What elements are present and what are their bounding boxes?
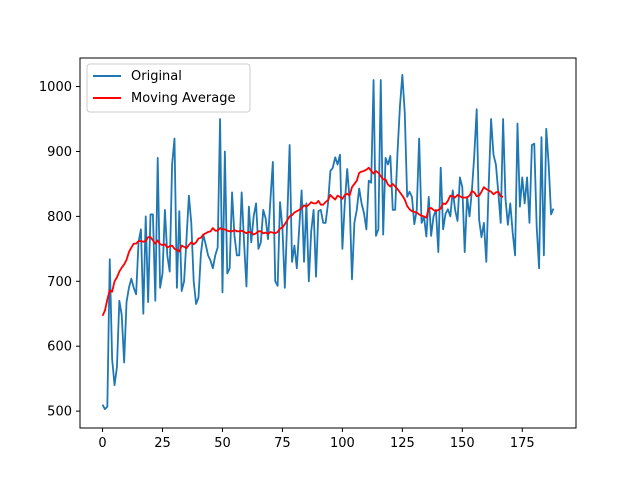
y-tick-label: 600 [47, 340, 72, 355]
x-tick-label: 75 [274, 436, 291, 451]
legend-label-original: Original [131, 69, 182, 84]
y-tick-label: 900 [47, 145, 72, 160]
x-tick-label: 150 [450, 436, 475, 451]
x-axis: 0 25 50 75 100 125 150 175 [98, 428, 535, 451]
plot-area [79, 57, 577, 429]
x-tick-label: 50 [214, 436, 231, 451]
series-layer [101, 73, 555, 411]
x-tick-label: 175 [510, 436, 535, 451]
y-tick-label: 800 [47, 210, 72, 225]
x-tick-label: 25 [154, 436, 171, 451]
legend: Original Moving Average [86, 63, 251, 113]
y-tick-label: 500 [47, 405, 72, 420]
x-tick-label: 0 [98, 436, 106, 451]
legend-box [86, 63, 251, 113]
plot-background [80, 58, 576, 428]
y-tick-label: 700 [47, 275, 72, 290]
series-line-original [101, 73, 555, 411]
y-tick-label: 1000 [39, 80, 72, 95]
x-tick-label: 100 [330, 436, 355, 451]
plot-frame [79, 57, 577, 429]
series-line-moving-average [101, 166, 504, 317]
y-axis: 500 600 700 800 900 1000 [39, 80, 80, 420]
legend-label-moving-average: Moving Average [131, 91, 235, 106]
x-tick-label: 125 [390, 436, 415, 451]
